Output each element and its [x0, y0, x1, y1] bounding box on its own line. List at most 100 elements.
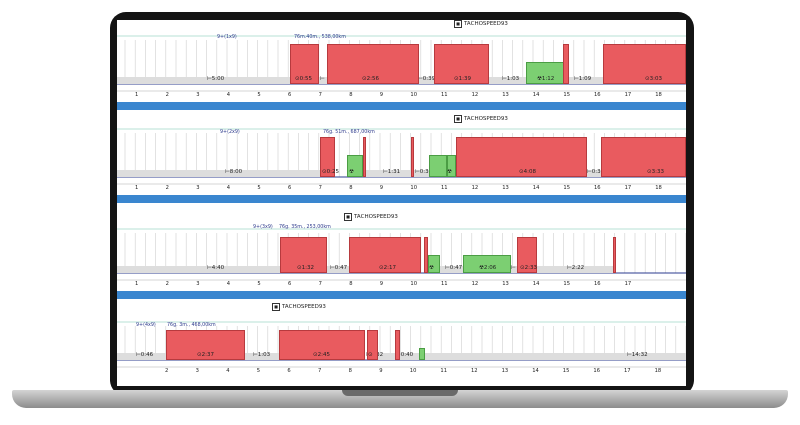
hour-label: 6: [288, 281, 292, 287]
driving-block[interactable]: [434, 44, 489, 84]
hour-label: 17: [624, 92, 632, 98]
rest-period[interactable]: [419, 77, 434, 84]
day-panel: ■ TACHOSPEED93 ⊢5:00 ⊢ ⊢0:39 ⊢1:03 ⊢1:09 ⊙0:55 ⊙…: [117, 20, 686, 115]
driving-block[interactable]: [349, 237, 421, 273]
driving-block[interactable]: [395, 330, 400, 360]
hour-label: 18: [655, 92, 662, 98]
hour-label: 3: [196, 281, 200, 287]
rest-period[interactable]: [414, 170, 429, 177]
other-work-block[interactable]: [428, 255, 440, 273]
event-marker[interactable]: 76g. 3m., 468,00km: [167, 323, 216, 328]
vehicle-icon: ■: [454, 115, 462, 123]
event-marker[interactable]: 76m.40m., 538,00km: [294, 35, 346, 40]
rest-period[interactable]: [117, 170, 320, 177]
day-panel: ■TACHOSPEED93⊢0:46⊢1:03⊢1:32⊢0:40⊢14:32⊙…: [117, 303, 686, 386]
driving-block[interactable]: [320, 137, 335, 177]
driving-block[interactable]: [363, 137, 366, 177]
driving-block[interactable]: [601, 137, 686, 177]
event-marker[interactable]: 76g. 51m., 687,00km: [323, 130, 375, 135]
hour-label: 14: [532, 92, 540, 98]
hour-label: 17: [624, 185, 632, 191]
hour-label: 5: [257, 281, 261, 287]
rest-period[interactable]: [378, 353, 395, 360]
hour-label: 13: [502, 92, 509, 98]
event-marker[interactable]: 76g. 35m., 253,00km: [279, 225, 331, 230]
driving-block[interactable]: [367, 330, 378, 360]
driving-block[interactable]: [563, 44, 569, 84]
other-work-block[interactable]: [447, 155, 456, 177]
hour-label: 3: [196, 92, 200, 98]
rest-period[interactable]: [117, 266, 280, 273]
hour-label: 16: [594, 185, 601, 191]
hour-label: 11: [441, 281, 448, 287]
laptop-notch: [342, 390, 458, 396]
rest-period[interactable]: [319, 77, 327, 84]
rest-period[interactable]: [511, 266, 517, 273]
hour-label: 7: [318, 185, 322, 191]
timeline-scrollbar[interactable]: [117, 195, 686, 203]
rest-duration: ⊢2:22: [567, 265, 585, 271]
hour-label: 15: [563, 92, 570, 98]
rest-period[interactable]: [440, 266, 463, 273]
event-marker[interactable]: 9+(4x9): [136, 323, 156, 328]
hour-label: 11: [440, 368, 447, 374]
driving-block[interactable]: [603, 44, 686, 84]
rest-period[interactable]: [366, 170, 411, 177]
rest-period[interactable]: [400, 353, 419, 360]
vehicle-title: ■ TACHOSPEED93: [454, 20, 508, 28]
timeline-scrollbar[interactable]: [117, 291, 686, 299]
hour-label: 13: [502, 185, 509, 191]
rest-duration: ⊢8:00: [225, 169, 243, 175]
rest-period[interactable]: [425, 353, 686, 360]
hour-label: 4: [226, 281, 231, 287]
hour-label: 8: [349, 281, 353, 287]
activity-duration: ⊙2:17: [379, 265, 396, 271]
activity-duration: ⊙1:39: [454, 76, 471, 82]
hour-label: 4: [226, 92, 231, 98]
driving-block[interactable]: [456, 137, 587, 177]
driving-block[interactable]: [279, 330, 365, 360]
activity-duration: ⊙2:37: [197, 352, 214, 358]
driving-block[interactable]: [424, 237, 428, 273]
other-work-block[interactable]: [463, 255, 511, 273]
timeline-scrollbar[interactable]: [117, 102, 686, 110]
rest-period[interactable]: [117, 353, 166, 360]
driving-block[interactable]: [166, 330, 245, 360]
hour-label: 12: [471, 368, 478, 374]
day-panel: ■ TACHOSPEED93 ⊢8:00 ⊢1:31 ⊢0:31 ⊢0:32 ⊙0:25 ☢ ☢…: [117, 115, 686, 213]
event-marker[interactable]: 9+(1x9): [217, 35, 237, 40]
vehicle-name: TACHOSPEED93: [282, 304, 326, 310]
event-marker[interactable]: 9+(3x9): [253, 225, 273, 230]
other-work-block[interactable]: [347, 155, 363, 177]
activity-duration: ⊙3:33: [647, 169, 664, 175]
driving-block[interactable]: [517, 237, 537, 273]
hour-label: 8: [349, 185, 353, 191]
hour-label: 16: [594, 92, 601, 98]
rest-period[interactable]: [327, 266, 349, 273]
rest-period[interactable]: [245, 353, 279, 360]
hour-label: 17: [624, 281, 632, 287]
hour-label: 2: [165, 368, 169, 374]
driving-block[interactable]: [327, 44, 419, 84]
driving-block[interactable]: [290, 44, 319, 84]
activity-duration: ⊙2:33: [520, 265, 537, 271]
rest-period[interactable]: [489, 77, 526, 84]
driving-block[interactable]: [411, 137, 414, 177]
day-panel: ■ TACHOSPEED93 ⊢4:40 ⊢0:47 ⊢0:47 ⊢ ⊢2:22 ⊙1:32 ⊙…: [117, 213, 686, 303]
hour-label: 2: [165, 281, 169, 287]
hour-label: 9: [379, 92, 384, 98]
event-marker[interactable]: 9+(2x9): [220, 130, 240, 135]
rest-period[interactable]: [537, 266, 613, 273]
hour-label: 16: [594, 281, 601, 287]
driving-block[interactable]: [613, 237, 616, 273]
rest-period[interactable]: [587, 170, 601, 177]
hour-label: 3: [195, 368, 199, 374]
rest-duration: ⊢0:40: [396, 352, 414, 358]
other-work-block[interactable]: [429, 155, 447, 177]
rest-period[interactable]: [117, 77, 290, 84]
other-work-block[interactable]: [419, 348, 425, 360]
rest-duration: ⊢4:40: [207, 265, 225, 271]
driving-block[interactable]: [280, 237, 327, 273]
rest-period[interactable]: [569, 77, 603, 84]
hour-label: 1: [135, 92, 139, 98]
